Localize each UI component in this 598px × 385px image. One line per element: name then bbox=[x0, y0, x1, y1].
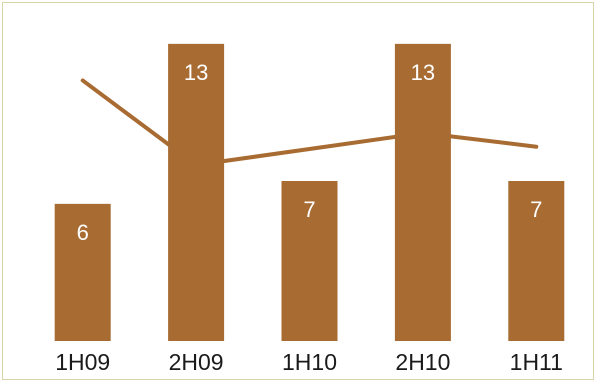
bar-1H09 bbox=[54, 203, 111, 341]
bar-2H10 bbox=[394, 43, 451, 341]
bar-value-label-1H10: 7 bbox=[303, 197, 315, 222]
line-layer bbox=[80, 78, 539, 167]
bar-1H10 bbox=[281, 181, 338, 341]
bar-value-label-2H10: 13 bbox=[411, 60, 435, 85]
bar-labels-layer: 6 13 7 13 7 bbox=[77, 60, 543, 245]
chart-plot: 6 13 7 13 7 1H09 2H09 1H10 2H10 1H11 bbox=[54, 43, 565, 375]
bars-layer bbox=[54, 43, 565, 341]
x-tick-label-1H09: 1H09 bbox=[55, 349, 110, 375]
bar-2H09 bbox=[168, 43, 225, 341]
bar-value-label-1H09: 6 bbox=[77, 220, 89, 245]
line-series bbox=[80, 78, 539, 167]
bar-value-label-1H11: 7 bbox=[530, 197, 542, 222]
bar-value-label-2H09: 13 bbox=[184, 60, 208, 85]
bar-1H11 bbox=[508, 181, 565, 341]
x-tick-label-1H10: 1H10 bbox=[282, 349, 337, 375]
x-axis-tick-labels: 1H09 2H09 1H10 2H10 1H11 bbox=[55, 349, 563, 375]
x-tick-label-2H10: 2H10 bbox=[395, 349, 450, 375]
x-tick-label-2H09: 2H09 bbox=[169, 349, 224, 375]
chart-frame: 6 13 7 13 7 1H09 2H09 1H10 2H10 1H11 bbox=[2, 2, 594, 380]
x-tick-label-1H11: 1H11 bbox=[510, 349, 563, 375]
